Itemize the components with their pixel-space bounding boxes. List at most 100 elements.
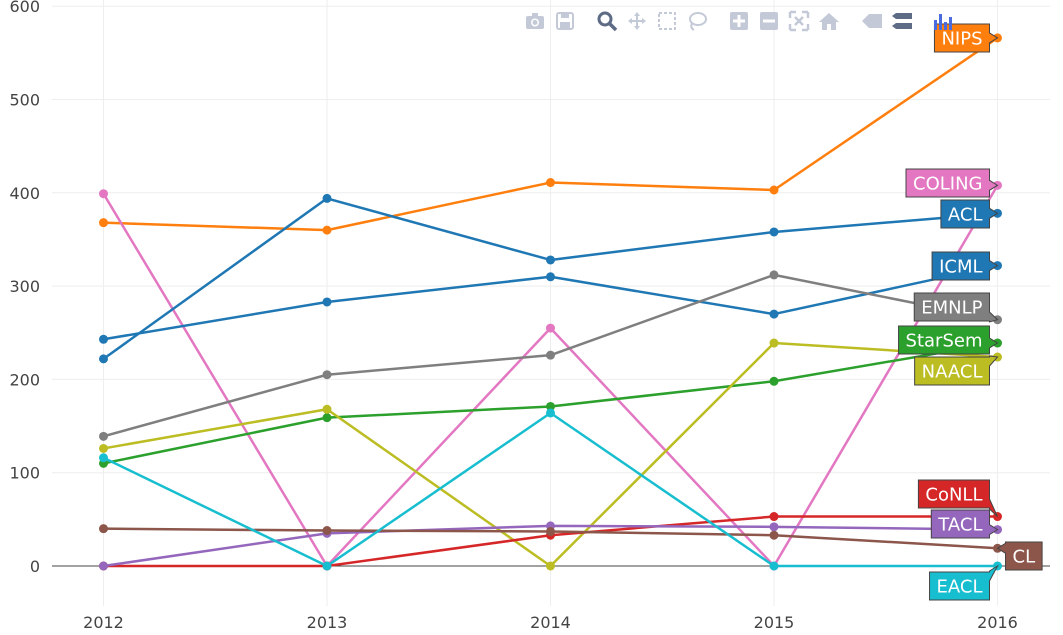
data-point-icml[interactable] xyxy=(322,297,332,307)
data-point-nips[interactable] xyxy=(769,185,779,195)
data-point-emnlp[interactable] xyxy=(546,350,555,360)
hover-label-naacl: NAACL xyxy=(914,355,999,386)
data-point-icml[interactable] xyxy=(99,334,108,344)
hover-label-text: NIPS xyxy=(941,29,982,50)
data-point-starsem[interactable] xyxy=(769,376,779,386)
grid-lines xyxy=(52,0,1050,606)
y-tick-label: 100 xyxy=(9,464,40,483)
home-button[interactable] xyxy=(814,6,844,36)
pan-button[interactable] xyxy=(622,6,652,36)
data-point-emnlp[interactable] xyxy=(769,270,779,280)
zoom-out-icon xyxy=(760,12,778,30)
hover-label-emnlp: EMNLP xyxy=(913,292,999,323)
spike-lines-button[interactable] xyxy=(856,6,886,36)
zoom-in-button[interactable] xyxy=(724,6,754,36)
lasso-button[interactable] xyxy=(682,6,712,36)
data-point-tacl[interactable] xyxy=(99,561,108,571)
home-icon xyxy=(819,13,839,30)
hover-label-starsem: StarSem xyxy=(898,325,999,355)
hover-label-text: CoNLL xyxy=(925,485,982,506)
y-tick-label: 200 xyxy=(9,370,40,389)
data-point-eacl[interactable] xyxy=(769,561,779,571)
save-button[interactable] xyxy=(550,6,580,36)
hover-label-eacl: EACL xyxy=(929,564,999,601)
data-point-emnlp[interactable] xyxy=(99,431,108,441)
hover-label-text: EMNLP xyxy=(921,298,982,319)
data-point-naacl[interactable] xyxy=(99,443,108,453)
modebar xyxy=(520,6,958,36)
data-point-icml[interactable] xyxy=(546,272,555,282)
data-point-cl[interactable] xyxy=(769,530,779,540)
hover-label-text: EACL xyxy=(937,577,983,598)
hover-label-text: StarSem xyxy=(906,331,983,352)
data-point-conll[interactable] xyxy=(769,512,779,522)
data-point-icml[interactable] xyxy=(769,309,779,319)
zoom-icon xyxy=(597,11,618,32)
data-point-coling[interactable] xyxy=(99,189,108,199)
data-point-emnlp[interactable] xyxy=(322,370,332,380)
box-select-button[interactable] xyxy=(652,6,682,36)
zoom-button[interactable] xyxy=(592,6,622,36)
data-point-acl[interactable] xyxy=(99,354,108,364)
hover-label-tacl: TACL xyxy=(930,509,999,539)
hover-label-text: CL xyxy=(1013,547,1036,568)
data-point-eacl[interactable] xyxy=(546,408,555,418)
spike-lines-icon xyxy=(862,14,882,28)
data-point-starsem[interactable] xyxy=(546,401,555,411)
lasso-icon xyxy=(689,12,707,31)
data-point-acl[interactable] xyxy=(769,227,779,237)
data-point-eacl[interactable] xyxy=(99,453,108,463)
hover-label-text: ACL xyxy=(948,205,983,226)
x-tick-label: 2014 xyxy=(530,613,571,632)
y-tick-label: 300 xyxy=(9,277,40,296)
data-point-naacl[interactable] xyxy=(546,561,555,571)
data-point-cl[interactable] xyxy=(99,524,108,534)
data-point-acl[interactable] xyxy=(322,193,332,203)
x-tick-label: 2012 xyxy=(83,613,124,632)
data-point-nips[interactable] xyxy=(99,218,108,228)
camera-icon xyxy=(526,13,544,29)
compare-hover-icon xyxy=(892,13,912,29)
y-tick-label: 600 xyxy=(9,0,40,16)
data-point-naacl[interactable] xyxy=(322,404,332,414)
data-point-starsem[interactable] xyxy=(322,413,332,423)
hover-label-nips: NIPS xyxy=(933,23,999,53)
plotly-logo-button[interactable] xyxy=(928,6,958,36)
data-point-nips[interactable] xyxy=(546,178,555,188)
compare-hover-button[interactable] xyxy=(886,6,916,36)
hover-label-text: NAACL xyxy=(922,362,983,383)
box-select-icon xyxy=(658,12,676,30)
zoom-in-icon xyxy=(730,12,748,30)
data-point-coling[interactable] xyxy=(546,323,555,333)
y-tick-label: 400 xyxy=(9,184,40,203)
hover-label-text: TACL xyxy=(937,515,982,536)
hover-label-text: COLING xyxy=(913,174,983,195)
hover-label-acl: ACL xyxy=(940,199,999,229)
zoom-out-button[interactable] xyxy=(754,6,784,36)
x-axis: 2012 2013 2014 2015 2016 xyxy=(83,613,1018,632)
hover-label-cl: CL xyxy=(996,541,1043,571)
hover-label-icml: ICML xyxy=(931,251,999,281)
data-point-cl[interactable] xyxy=(546,526,555,536)
save-icon xyxy=(556,12,574,30)
data-point-nips[interactable] xyxy=(322,225,332,235)
plotly-logo-icon xyxy=(934,14,952,30)
data-point-eacl[interactable] xyxy=(322,561,332,571)
autoscale-button[interactable] xyxy=(784,6,814,36)
data-point-naacl[interactable] xyxy=(769,338,779,348)
data-point-tacl[interactable] xyxy=(769,522,779,532)
camera-button[interactable] xyxy=(520,6,550,36)
autoscale-icon xyxy=(788,10,810,32)
hover-label-text: ICML xyxy=(939,257,982,278)
x-tick-label: 2013 xyxy=(307,613,348,632)
y-tick-label: 500 xyxy=(9,91,40,110)
y-tick-label: 0 xyxy=(30,557,40,576)
x-tick-label: 2015 xyxy=(754,613,795,632)
series-points xyxy=(99,33,1002,571)
data-point-cl[interactable] xyxy=(322,526,332,536)
y-axis: 0 100 200 300 400 500 600 xyxy=(9,0,40,576)
data-point-acl[interactable] xyxy=(546,255,555,265)
hover-labels: NIPS COLING ACL ICML EMNLP StarSem NAACL CoNLL T… xyxy=(898,23,1043,601)
hover-label-conll: CoNLL xyxy=(917,479,998,517)
